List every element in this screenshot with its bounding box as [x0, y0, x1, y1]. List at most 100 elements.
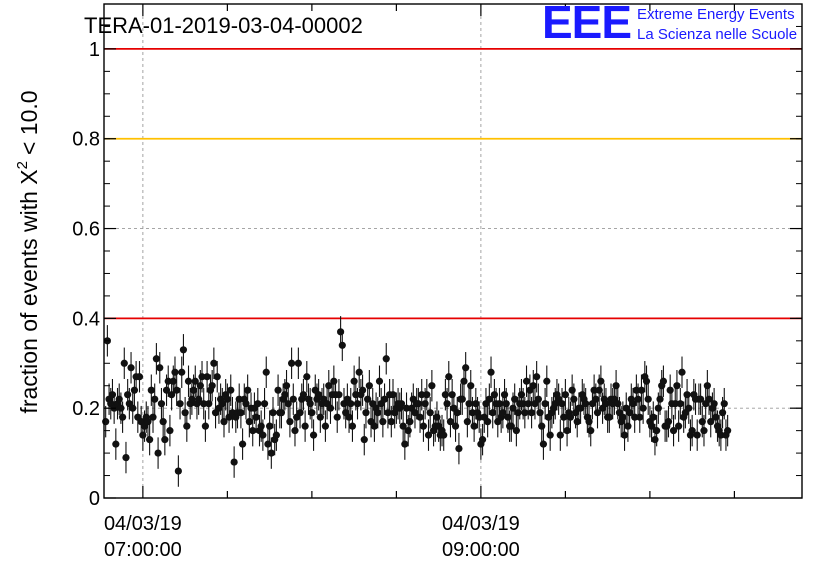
data-point — [308, 409, 316, 417]
data-point — [127, 364, 135, 372]
data-point — [262, 368, 270, 376]
data-point — [414, 400, 422, 408]
data-point — [673, 382, 681, 390]
data-point — [249, 427, 257, 435]
data-point — [693, 431, 701, 439]
data-point — [179, 346, 188, 354]
data-point — [124, 391, 132, 399]
data-point — [184, 377, 193, 385]
data-point — [500, 391, 509, 399]
data-point — [462, 364, 470, 372]
data-point — [299, 391, 308, 399]
data-point — [306, 400, 314, 408]
data-point — [399, 422, 407, 430]
data-point — [573, 418, 581, 426]
data-point — [595, 386, 603, 394]
data-point — [223, 395, 231, 403]
eee-logo: EEE Extreme Energy Events La Scienza nel… — [542, 0, 797, 48]
data-point — [499, 409, 507, 417]
data-point — [666, 386, 674, 394]
data-point — [671, 400, 679, 408]
y-tick-label: 0.6 — [72, 219, 100, 241]
data-point — [546, 431, 554, 439]
data-point — [210, 359, 218, 367]
data-point — [213, 373, 221, 381]
data-point — [524, 400, 532, 408]
data-point — [267, 449, 275, 457]
data-point — [161, 436, 169, 444]
data-point — [257, 422, 265, 430]
logo-mark: EEE — [542, 0, 631, 48]
data-point — [651, 436, 659, 444]
data-point — [338, 341, 346, 349]
data-point — [129, 404, 137, 412]
data-point — [536, 409, 544, 417]
data-point — [345, 413, 353, 421]
data-point — [534, 395, 542, 403]
data-point — [563, 427, 571, 435]
data-point — [191, 377, 199, 385]
data-point — [227, 386, 235, 394]
data-point — [472, 400, 480, 408]
data-point — [529, 382, 537, 390]
data-point — [521, 409, 529, 417]
data-point — [198, 373, 206, 381]
data-point — [374, 409, 382, 417]
data-point — [416, 413, 424, 421]
data-point — [375, 377, 384, 385]
data-point — [287, 359, 296, 367]
data-point — [272, 431, 280, 439]
data-point — [485, 395, 493, 403]
data-point — [389, 391, 397, 399]
data-point — [173, 386, 181, 394]
data-point — [441, 391, 449, 399]
data-point — [244, 386, 252, 394]
data-point — [402, 404, 411, 412]
data-point — [335, 391, 343, 399]
data-point — [144, 418, 152, 426]
data-point — [196, 382, 204, 390]
data-point — [527, 409, 536, 417]
y-tick-label: 0.2 — [72, 398, 100, 420]
y-tick-labels: 0 0.2 0.4 0.6 0.8 1 — [72, 39, 100, 510]
data-point — [445, 373, 453, 381]
data-point — [467, 382, 475, 390]
data-point — [634, 395, 642, 403]
data-point — [325, 382, 333, 390]
data-point — [401, 440, 409, 448]
data-point — [592, 395, 600, 403]
data-point — [631, 413, 639, 421]
data-point — [705, 395, 713, 403]
data-point — [102, 418, 110, 426]
data-point — [636, 413, 644, 421]
data-point — [453, 409, 461, 417]
data-point — [678, 368, 686, 376]
data-point — [717, 431, 725, 439]
data-point — [171, 368, 179, 376]
data-point — [282, 382, 291, 390]
data-point — [570, 395, 578, 403]
data-point — [426, 409, 434, 417]
data-point — [146, 436, 154, 444]
data-point — [428, 382, 436, 390]
data-point — [252, 413, 260, 421]
data-point — [451, 422, 460, 430]
data-point — [517, 391, 526, 399]
data-point — [495, 400, 504, 408]
data-point — [696, 395, 705, 403]
data-points — [102, 316, 732, 487]
data-point — [683, 391, 691, 399]
data-point — [543, 377, 551, 385]
data-point — [465, 400, 473, 408]
data-point — [178, 368, 186, 376]
data-point — [455, 445, 463, 453]
data-point — [355, 368, 363, 376]
data-point — [397, 400, 406, 408]
data-point — [149, 413, 157, 421]
data-point — [350, 377, 358, 385]
data-point — [315, 391, 323, 399]
data-point — [330, 377, 338, 385]
data-point — [404, 427, 412, 435]
data-point — [205, 400, 213, 408]
